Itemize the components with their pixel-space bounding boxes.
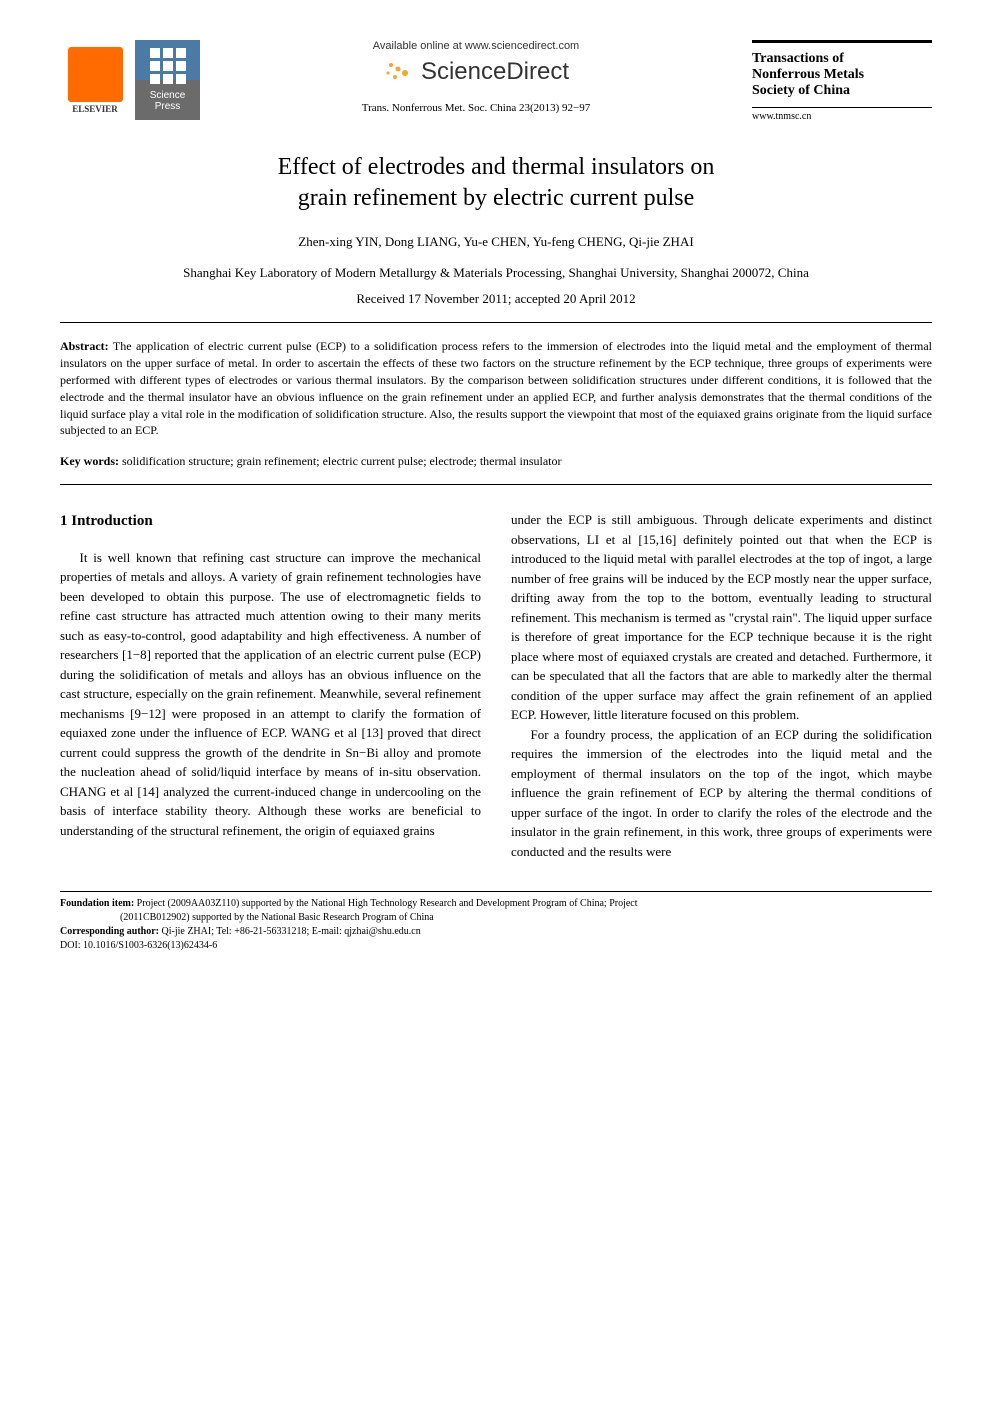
affiliation: Shanghai Key Laboratory of Modern Metall… xyxy=(60,265,932,281)
abstract-label: Abstract: xyxy=(60,339,109,353)
center-header: Available online at www.sciencedirect.co… xyxy=(200,40,752,114)
journal-info: Transactions of Nonferrous Metals Societ… xyxy=(752,40,932,122)
science-press-logo: Science Press xyxy=(135,40,200,120)
divider-top xyxy=(60,322,932,323)
journal-name-line2: Nonferrous Metals xyxy=(752,67,932,83)
keywords: Key words: solidification structure; gra… xyxy=(60,454,932,469)
authors: Zhen-xing YIN, Dong LIANG, Yu-e CHEN, Yu… xyxy=(60,234,932,250)
journal-reference: Trans. Nonferrous Met. Soc. China 23(201… xyxy=(220,102,732,114)
elsevier-logo: ELSEVIER xyxy=(60,40,130,120)
press-label: Press xyxy=(150,101,186,112)
sciencedirect-text: ScienceDirect xyxy=(421,58,569,86)
page-header: ELSEVIER Science Press Available online … xyxy=(60,40,932,122)
sp-dots-icon xyxy=(150,48,186,84)
foundation-line2: (2011CB012902) supported by the National… xyxy=(60,911,932,925)
col2-paragraph1: under the ECP is still ambiguous. Throug… xyxy=(511,510,932,725)
keywords-label: Key words: xyxy=(60,454,119,468)
foundation-text: Project (2009AA03Z110) supported by the … xyxy=(134,898,637,909)
abstract-text: The application of electric current puls… xyxy=(60,339,932,437)
col2-paragraph2: For a foundry process, the application o… xyxy=(511,725,932,862)
dates: Received 17 November 2011; accepted 20 A… xyxy=(60,291,932,307)
article-title: Effect of electrodes and thermal insulat… xyxy=(60,152,932,214)
foundation-label: Foundation item: xyxy=(60,898,134,909)
title-line1: Effect of electrodes and thermal insulat… xyxy=(60,152,932,183)
left-column: 1 Introduction It is well known that ref… xyxy=(60,510,481,861)
journal-name: Transactions of Nonferrous Metals Societ… xyxy=(752,43,932,107)
footer: Foundation item: Project (2009AA03Z110) … xyxy=(60,891,932,953)
right-column: under the ECP is still ambiguous. Throug… xyxy=(511,510,932,861)
journal-name-line1: Transactions of xyxy=(752,51,932,67)
corresponding-label: Corresponding author: xyxy=(60,926,159,937)
logo-section: ELSEVIER Science Press xyxy=(60,40,200,120)
corresponding-line: Corresponding author: Qi-jie ZHAI; Tel: … xyxy=(60,925,932,939)
sciencedirect-brand: ScienceDirect xyxy=(220,57,732,87)
journal-url: www.tnmsc.cn xyxy=(752,107,932,122)
science-label: Science xyxy=(150,90,186,101)
section-heading: 1 Introduction xyxy=(60,510,481,533)
corresponding-text: Qi-jie ZHAI; Tel: +86-21-56331218; E-mai… xyxy=(159,926,421,937)
body-content: 1 Introduction It is well known that ref… xyxy=(60,510,932,861)
elsevier-tree-icon xyxy=(68,47,123,102)
col1-paragraph: It is well known that refining cast stru… xyxy=(60,548,481,841)
divider-bottom xyxy=(60,484,932,485)
journal-name-line3: Society of China xyxy=(752,83,932,99)
foundation-line: Foundation item: Project (2009AA03Z110) … xyxy=(60,897,932,911)
elsevier-label: ELSEVIER xyxy=(72,104,118,114)
available-text: Available online at www.sciencedirect.co… xyxy=(220,40,732,52)
title-line2: grain refinement by electric current pul… xyxy=(60,183,932,214)
sciencedirect-icon xyxy=(383,57,413,87)
abstract: Abstract: The application of electric cu… xyxy=(60,338,932,439)
doi-line: DOI: 10.1016/S1003-6326(13)62434-6 xyxy=(60,939,932,953)
keywords-text: solidification structure; grain refineme… xyxy=(119,454,562,468)
